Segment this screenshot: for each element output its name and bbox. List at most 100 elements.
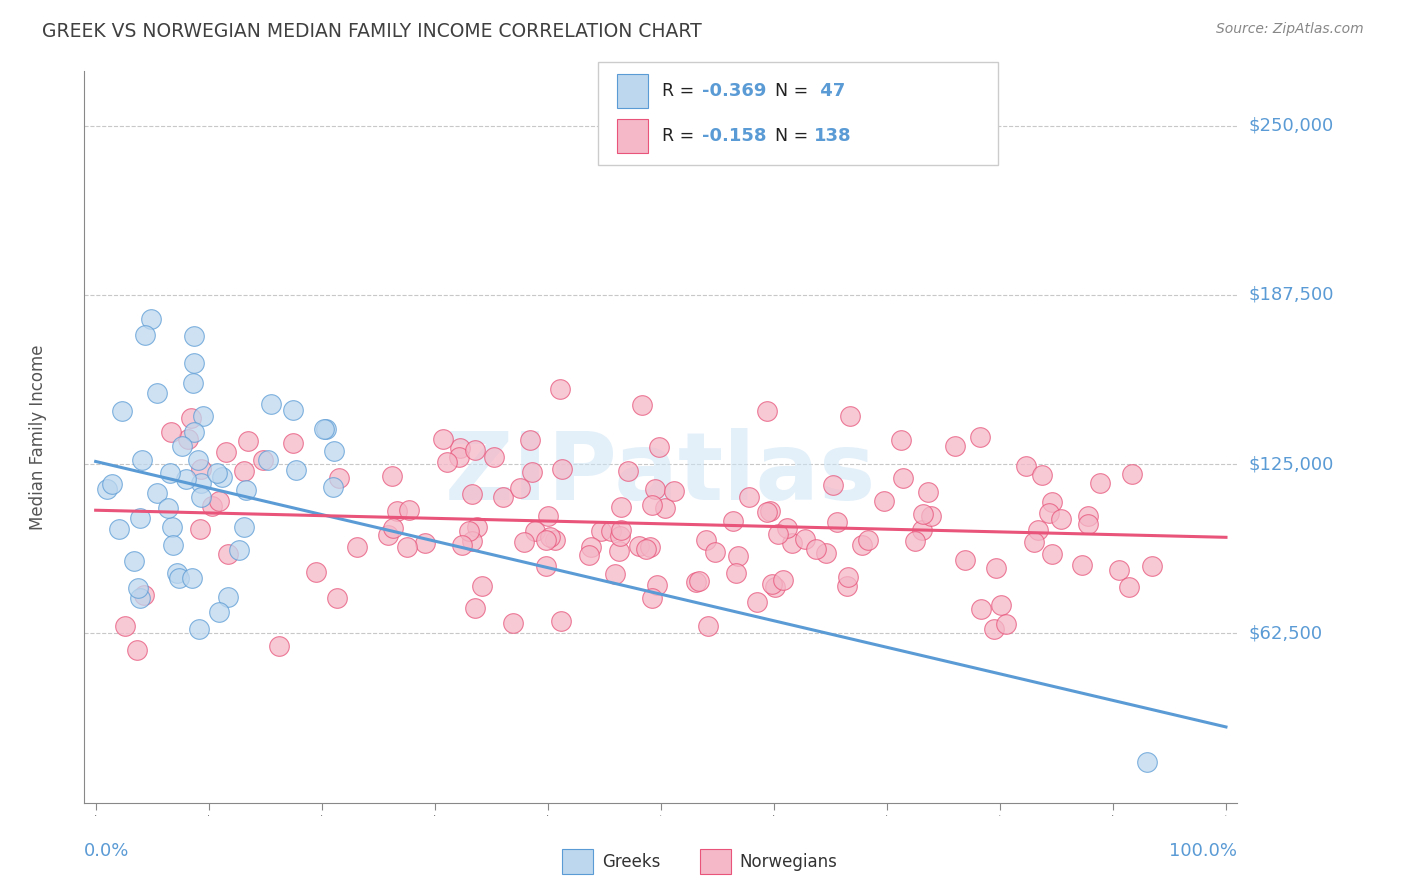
Point xyxy=(610,500,633,514)
Point xyxy=(217,590,239,604)
Point xyxy=(111,404,134,418)
Text: N =: N = xyxy=(775,128,814,145)
Point xyxy=(1136,755,1159,769)
Point xyxy=(544,533,567,547)
Point xyxy=(260,397,283,411)
Point xyxy=(188,623,211,637)
Point xyxy=(984,561,1007,575)
Text: R =: R = xyxy=(662,82,700,100)
Point xyxy=(157,500,180,515)
Point xyxy=(970,602,993,616)
Point xyxy=(132,588,155,602)
Point xyxy=(131,453,153,467)
Point xyxy=(122,554,145,568)
Point xyxy=(188,522,211,536)
Point xyxy=(537,509,560,524)
Point xyxy=(377,528,399,542)
Point xyxy=(128,591,150,605)
Point xyxy=(763,580,786,594)
Point xyxy=(181,570,204,584)
Text: -0.369: -0.369 xyxy=(702,82,766,100)
Point xyxy=(108,522,131,536)
Point xyxy=(990,599,1012,613)
Point xyxy=(305,566,328,580)
Text: GREEK VS NORWEGIAN MEDIAN FAMILY INCOME CORRELATION CHART: GREEK VS NORWEGIAN MEDIAN FAMILY INCOME … xyxy=(42,22,702,41)
Point xyxy=(502,615,524,630)
Point xyxy=(738,490,761,504)
Point xyxy=(461,534,484,549)
Point xyxy=(890,433,912,447)
Point xyxy=(207,466,229,480)
Point xyxy=(578,548,600,562)
Point xyxy=(187,453,209,467)
Point xyxy=(600,524,623,539)
Point xyxy=(127,643,149,657)
Point xyxy=(654,501,676,516)
Point xyxy=(447,450,470,464)
Text: Median Family Income: Median Family Income xyxy=(30,344,48,530)
Point xyxy=(191,409,214,423)
Point xyxy=(471,579,494,593)
Point xyxy=(631,398,654,412)
Point xyxy=(269,639,291,653)
Point xyxy=(1142,559,1164,574)
Point xyxy=(550,614,572,628)
Point xyxy=(228,542,250,557)
Point xyxy=(579,540,602,554)
Point xyxy=(591,524,613,538)
Point xyxy=(145,486,167,500)
Text: Source: ZipAtlas.com: Source: ZipAtlas.com xyxy=(1216,22,1364,37)
Text: Greeks: Greeks xyxy=(602,853,661,871)
Point xyxy=(1077,509,1099,524)
Point xyxy=(766,527,789,541)
Point xyxy=(536,558,558,573)
Point xyxy=(436,455,458,469)
Point xyxy=(382,521,405,535)
Point xyxy=(821,477,844,491)
Point xyxy=(238,434,260,449)
Point xyxy=(825,515,848,529)
Point xyxy=(858,533,880,547)
Point xyxy=(181,376,204,390)
Point xyxy=(211,470,233,484)
Point xyxy=(162,520,184,534)
Point xyxy=(638,540,661,554)
Point xyxy=(917,485,939,500)
Point xyxy=(1031,467,1053,482)
Point xyxy=(464,442,486,457)
Point xyxy=(492,490,515,504)
Text: 47: 47 xyxy=(814,82,845,100)
Point xyxy=(688,574,710,589)
Point xyxy=(346,540,368,554)
Point xyxy=(727,549,749,564)
Point xyxy=(183,425,205,440)
Point xyxy=(283,403,305,417)
Point xyxy=(129,511,152,525)
Point xyxy=(96,482,118,496)
Point xyxy=(134,328,156,343)
Point xyxy=(465,520,488,534)
Point xyxy=(603,566,626,581)
Point xyxy=(170,439,193,453)
Point xyxy=(634,542,657,557)
Text: $62,500: $62,500 xyxy=(1249,624,1323,642)
Point xyxy=(166,566,188,580)
Point xyxy=(1121,467,1143,481)
Point xyxy=(551,462,574,476)
Point xyxy=(208,494,231,508)
Point xyxy=(328,471,350,485)
Point xyxy=(644,483,666,497)
Point xyxy=(1071,558,1094,573)
Point xyxy=(955,553,977,567)
Point xyxy=(983,622,1005,636)
Text: $250,000: $250,000 xyxy=(1249,117,1334,135)
Point xyxy=(943,440,966,454)
Text: Norwegians: Norwegians xyxy=(740,853,838,871)
Point xyxy=(524,524,547,538)
Point xyxy=(534,533,557,547)
Point xyxy=(969,430,991,444)
Point xyxy=(911,523,934,537)
Point xyxy=(745,595,768,609)
Point xyxy=(761,576,783,591)
Point xyxy=(100,477,122,491)
